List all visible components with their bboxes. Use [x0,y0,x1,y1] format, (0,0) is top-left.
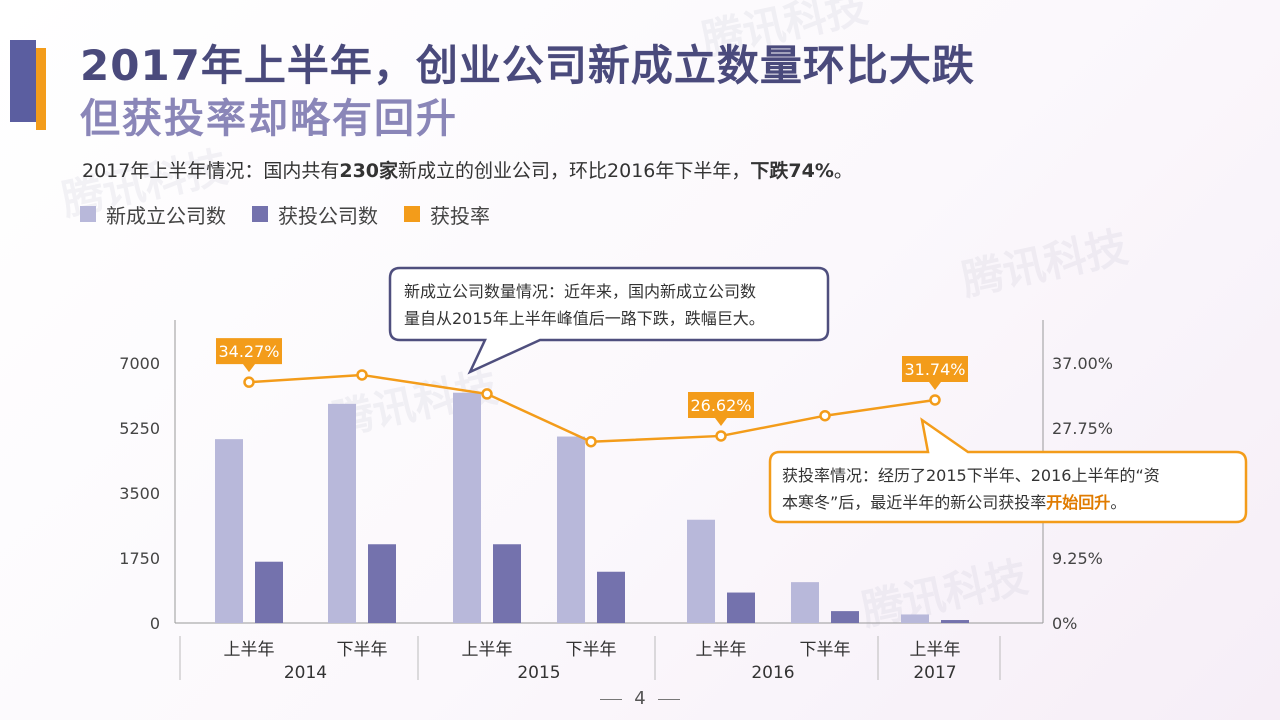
bar-new-companies [328,403,356,623]
left-tick-label: 7000 [119,354,160,373]
page-number: 4 [0,688,1280,709]
summary-bold-count: 230家 [339,160,399,182]
summary-bold-drop: 下跌74% [750,160,834,182]
summary-text: 2017年上半年情况：国内共有230家新成立的创业公司，环比2016年下半年，下… [82,156,853,183]
bar-funded-companies [831,611,859,623]
callout-box [768,417,1248,524]
data-label: 34.27% [218,342,279,361]
callout-box [388,266,830,375]
legend-item-funding-rate: 获投率 [404,200,490,229]
x-tick-label: 上半年 [462,640,513,660]
x-group-label: 2017 [913,663,956,683]
summary-part: 2017年上半年情况：国内共有 [82,160,340,182]
right-tick-label: 37.00% [1052,354,1113,373]
right-tick-label: 9.25% [1052,549,1103,568]
page-subtitle: 但获投率却略有回升 [80,96,458,142]
chart-bars [215,392,969,623]
callout-line: 新成立公司数量情况：近年来，国内新成立公司数 [404,282,756,301]
chart-data-labels: 34.27% 26.62% 31.74% [216,338,968,426]
data-label: 31.74% [904,360,965,379]
summary-part: 。 [833,160,853,182]
bar-funded-companies [941,620,969,623]
summary-part: 新成立的创业公司，环比2016年下半年， [398,160,751,182]
x-tick-label: 上半年 [224,640,275,660]
bar-new-companies [791,582,819,623]
left-tick-label: 3500 [119,484,160,503]
x-tick-label: 下半年 [800,640,851,660]
bar-funded-companies [493,544,521,623]
data-label-box [902,355,968,390]
left-tick-label: 1750 [119,549,160,568]
callout-bold: 开始回升 [1046,493,1110,512]
bar-funded-companies [255,561,283,623]
bar-new-companies [557,436,585,623]
funding-rate-point [929,394,941,406]
funding-rate-point [243,376,255,388]
callout-funding-rate: 获投率情况：经历了2015下半年、2016上半年的“资 本寒冬”后，最近半年的新… [768,417,1248,524]
legend-swatch [252,206,268,222]
legend-label: 新成立公司数 [106,203,226,228]
right-tick-label: 0% [1052,614,1077,633]
right-tick-label: 27.75% [1052,419,1113,438]
callout-line: 本寒冬”后，最近半年的新公司获投率开始回升。 [782,493,1126,512]
page-number-value: 4 [634,688,646,709]
callout-line: 获投率情况：经历了2015下半年、2016上半年的“资 [782,466,1160,485]
bar-funded-companies [727,592,755,623]
chart-x-axis: 上半年 下半年 上半年 下半年 上半年 下半年 上半年 2014 2015 2016 2017 [179,636,1001,683]
bar-funded-companies [597,571,625,623]
legend-label: 获投公司数 [278,203,378,228]
chart-line [243,369,941,448]
page-title: 2017年上半年，创业公司新成立数量环比大跌 [80,41,975,90]
page-number-dash [600,698,623,700]
bar-new-companies [901,614,929,623]
callout-new-companies: 新成立公司数量情况：近年来，国内新成立公司数 量自从2015年上半年峰值后一路下… [388,266,830,375]
x-group-label: 2015 [517,663,560,683]
legend-item-funded-companies: 获投公司数 [252,200,378,229]
callout-part: 本寒冬”后，最近半年的新公司获投率 [782,493,1046,512]
chart-legend: 新成立公司数 获投公司数 获投率 [80,200,490,228]
legend-swatch [404,206,420,222]
bar-funded-companies [368,544,396,623]
title-accent-bar [10,40,36,122]
callout-line: 量自从2015年上半年峰值后一路下跌，跌幅巨大。 [404,309,765,328]
funding-rate-point [481,388,493,400]
funding-rate-point [356,369,368,381]
x-tick-label: 上半年 [696,640,747,660]
legend-swatch [80,206,96,222]
funding-rate-point [585,435,597,448]
data-label: 26.62% [690,396,751,415]
funding-rate-point [715,430,727,442]
callout-part: 。 [1110,493,1126,512]
legend-item-new-companies: 新成立公司数 [80,200,226,229]
x-tick-label: 下半年 [337,640,388,660]
funding-rate-point [819,409,831,422]
page-number-dash [657,698,680,700]
bar-new-companies [215,439,243,623]
left-tick-label: 0 [150,614,160,633]
x-tick-label: 下半年 [566,640,617,660]
legend-label: 获投率 [430,203,490,228]
bar-new-companies [453,392,481,623]
data-label-box [216,338,282,373]
x-tick-label: 上半年 [910,640,961,660]
chart-axes: 0 1750 3500 5250 7000 0% 9.25% 27.75% 37.00% [119,320,1113,633]
left-tick-label: 5250 [119,419,160,438]
title-accent-bar-orange [36,48,46,130]
x-group-label: 2014 [284,663,327,683]
x-group-label: 2016 [751,663,794,683]
bar-new-companies [687,519,715,623]
data-label-box [688,391,754,426]
